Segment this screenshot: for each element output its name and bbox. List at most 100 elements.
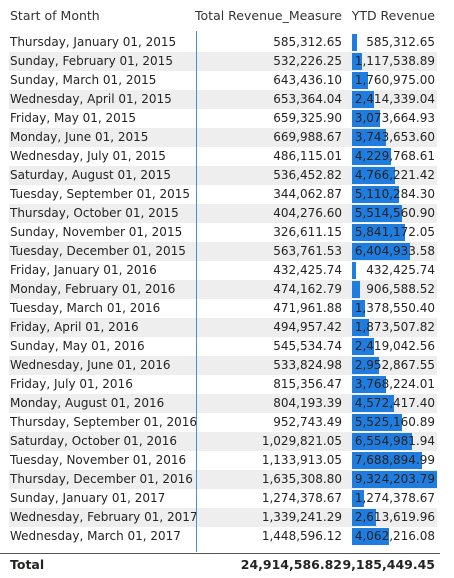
cell-ytd-revenue: 1,873,507.82	[354, 320, 435, 334]
cell-ytd-revenue: 5,514,560.90	[354, 206, 435, 220]
row-shading	[9, 470, 437, 489]
row-shading	[9, 242, 437, 261]
ytd-data-bar	[352, 110, 380, 127]
table-row[interactable]: Friday, May 01, 2015 659,325.90 3,073,664.…	[0, 109, 454, 128]
cell-start-of-month: Monday, June 01, 2015	[10, 130, 149, 144]
table-row[interactable]: Tuesday, November 01, 2016 1,133,913.05 7,…	[0, 451, 454, 470]
table-row[interactable]: Wednesday, April 01, 2015 653,364.04 2,414…	[0, 90, 454, 109]
cell-ytd-revenue: 6,404,933.58	[354, 244, 435, 258]
cell-ytd-revenue: 5,525,160.89	[354, 415, 435, 429]
table-row[interactable]: Wednesday, July 01, 2015 486,115.01 4,229,…	[0, 147, 454, 166]
cell-ytd-revenue: 2,414,339.04	[354, 92, 435, 106]
cell-start-of-month: Thursday, December 01, 2016	[10, 472, 193, 486]
total-label: Total	[10, 557, 45, 572]
table-row[interactable]: Wednesday, February 01, 2017 1,339,241.29…	[0, 508, 454, 527]
ytd-data-bar	[352, 281, 361, 298]
ytd-data-bar	[352, 509, 376, 526]
cell-total-revenue: 563,761.53	[273, 244, 342, 258]
column-header-ytd-revenue[interactable]: YTD Revenue	[351, 8, 435, 23]
table-row[interactable]: Monday, February 01, 2016 474,162.79 906,5…	[0, 280, 454, 299]
ytd-data-bar	[352, 53, 363, 70]
table-row[interactable]: Monday, August 01, 2016 804,193.39 4,572,4…	[0, 394, 454, 413]
table-row[interactable]: Friday, July 01, 2016 815,356.47 3,768,224…	[0, 375, 454, 394]
cell-start-of-month: Wednesday, February 01, 2017	[10, 510, 198, 524]
cell-ytd-revenue: 2,419,042.56	[354, 339, 435, 353]
table-header: Start of Month Total Revenue_Measure YTD…	[0, 0, 454, 33]
row-shading	[9, 90, 437, 109]
cell-ytd-revenue: 1,760,975.00	[354, 73, 435, 87]
vertical-scrollbar[interactable]	[440, 33, 448, 553]
ytd-data-bar	[352, 91, 374, 108]
table-row[interactable]: Friday, April 01, 2016 494,957.42 1,873,50…	[0, 318, 454, 337]
table-body: Thursday, January 01, 2015 585,312.65 585,…	[0, 33, 454, 553]
cell-total-revenue: 536,452.82	[273, 168, 342, 182]
table-row[interactable]: Saturday, October 01, 2016 1,029,821.05 6,…	[0, 432, 454, 451]
cell-total-revenue: 494,957.42	[273, 320, 342, 334]
column-header-start-of-month[interactable]: Start of Month	[10, 8, 100, 23]
total-divider	[0, 553, 440, 554]
table-row[interactable]: Sunday, January 01, 2017 1,274,378.67 1,27…	[0, 489, 454, 508]
cell-start-of-month: Friday, May 01, 2015	[10, 111, 137, 125]
ytd-data-bar	[352, 72, 369, 89]
table-row[interactable]: Thursday, December 01, 2016 1,635,308.80 9…	[0, 470, 454, 489]
cell-start-of-month: Monday, February 01, 2016	[10, 282, 176, 296]
cell-ytd-revenue: 585,312.65	[366, 35, 435, 49]
ytd-data-bar	[352, 433, 412, 450]
ytd-data-bar	[352, 224, 406, 241]
cell-ytd-revenue: 1,274,378.67	[354, 491, 435, 505]
column-divider	[196, 31, 197, 552]
cell-total-revenue: 1,029,821.05	[261, 434, 342, 448]
cell-ytd-revenue: 1,117,538.89	[354, 54, 435, 68]
cell-start-of-month: Tuesday, November 01, 2016	[10, 453, 187, 467]
cell-ytd-revenue: 4,229,768.61	[354, 149, 435, 163]
cell-total-revenue: 533,824.98	[273, 358, 342, 372]
ytd-data-bar	[352, 148, 391, 165]
cell-ytd-revenue: 2,952,867.55	[354, 358, 435, 372]
column-header-total-revenue[interactable]: Total Revenue_Measure	[195, 8, 342, 23]
table-row[interactable]: Friday, January 01, 2016 432,425.74 432,42…	[0, 261, 454, 280]
cell-ytd-revenue: 7,688,894.99	[354, 453, 435, 467]
cell-ytd-revenue: 906,588.52	[366, 282, 435, 296]
row-shading	[9, 166, 437, 185]
table-row[interactable]: Sunday, November 01, 2015 326,611.15 5,841…	[0, 223, 454, 242]
cell-start-of-month: Saturday, August 01, 2015	[10, 168, 171, 182]
table-row[interactable]: Sunday, February 01, 2015 532,226.25 1,117…	[0, 52, 454, 71]
cell-start-of-month: Tuesday, March 01, 2016	[10, 301, 161, 315]
table-row[interactable]: Tuesday, March 01, 2016 471,961.88 1,378,5…	[0, 299, 454, 318]
total-revenue: 24,914,586.82	[240, 557, 342, 572]
cell-total-revenue: 585,312.65	[273, 35, 342, 49]
cell-ytd-revenue: 4,572,417.40	[354, 396, 435, 410]
table-row[interactable]: Thursday, January 01, 2015 585,312.65 585,…	[0, 33, 454, 52]
table-row[interactable]: Sunday, March 01, 2015 643,436.10 1,760,97…	[0, 71, 454, 90]
table-row[interactable]: Wednesday, March 01, 2017 1,448,596.12 4,0…	[0, 527, 454, 546]
cell-total-revenue: 1,339,241.29	[261, 510, 342, 524]
table-row[interactable]: Thursday, September 01, 2016 952,743.49 5,…	[0, 413, 454, 432]
table-row[interactable]: Wednesday, June 01, 2016 533,824.98 2,952,…	[0, 356, 454, 375]
cell-start-of-month: Wednesday, June 01, 2016	[10, 358, 171, 372]
ytd-data-bar	[352, 357, 379, 374]
ytd-data-bar	[352, 129, 387, 146]
table-row[interactable]: Thursday, October 01, 2015 404,276.60 5,51…	[0, 204, 454, 223]
ytd-data-bar	[352, 414, 403, 431]
cell-total-revenue: 1,448,596.12	[261, 529, 342, 543]
table-row[interactable]: Sunday, May 01, 2016 545,534.74 2,419,042.…	[0, 337, 454, 356]
ytd-data-bar	[352, 319, 370, 336]
cell-total-revenue: 474,162.79	[273, 282, 342, 296]
row-shading	[9, 128, 437, 147]
cell-start-of-month: Sunday, May 01, 2016	[10, 339, 145, 353]
table-row[interactable]: Tuesday, September 01, 2015 344,062.87 5,1…	[0, 185, 454, 204]
cell-start-of-month: Thursday, October 01, 2015	[10, 206, 179, 220]
cell-total-revenue: 1,274,378.67	[261, 491, 342, 505]
ytd-data-bar	[352, 528, 389, 545]
row-shading	[9, 318, 437, 337]
cell-start-of-month: Thursday, September 01, 2016	[10, 415, 198, 429]
ytd-data-bar	[352, 490, 364, 507]
cell-ytd-revenue: 5,841,172.05	[354, 225, 435, 239]
table-row[interactable]: Saturday, August 01, 2015 536,452.82 4,766…	[0, 166, 454, 185]
table-row[interactable]: Tuesday, December 01, 2015 563,761.53 6,40…	[0, 242, 454, 261]
cell-ytd-revenue: 4,766,221.42	[354, 168, 435, 182]
cell-total-revenue: 952,743.49	[273, 415, 342, 429]
table-row[interactable]: Monday, June 01, 2015 669,988.67 3,743,653…	[0, 128, 454, 147]
cell-ytd-revenue: 6,554,981.94	[354, 434, 435, 448]
